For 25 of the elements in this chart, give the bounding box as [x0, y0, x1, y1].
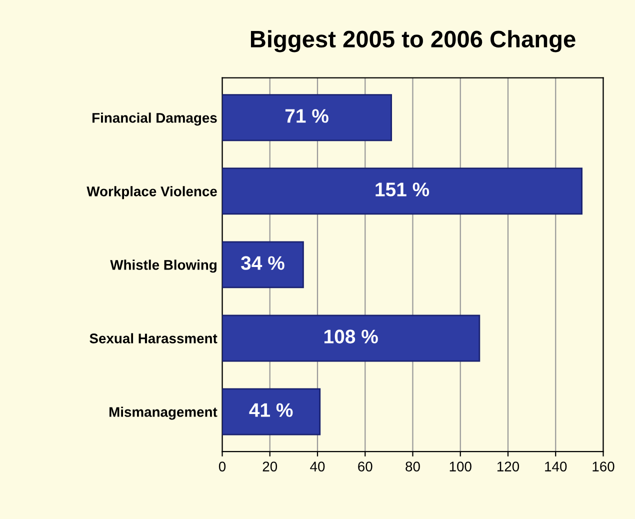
x-tick-label: 120: [497, 462, 520, 472]
x-tick-label: 80: [406, 462, 420, 472]
y-tick-label: Whistle Blowing: [110, 260, 216, 273]
x-tick-label: 20: [262, 462, 278, 472]
y-tick-label: Sexual Harassment: [90, 333, 218, 344]
data-label: 34 %: [241, 256, 284, 270]
y-tick-label: Mismanagement: [110, 406, 218, 420]
bar: [222, 314, 480, 362]
data-label: 41 %: [249, 403, 293, 417]
x-tick-label: 160: [592, 462, 614, 472]
bar: [222, 388, 321, 436]
data-label: 71 %: [285, 109, 328, 123]
x-tick-label: 140: [545, 462, 567, 472]
chart-title: Biggest 2005 to 2006 Change: [250, 30, 576, 52]
x-tick-label: 0: [218, 462, 226, 472]
x-tick-label: 100: [450, 462, 472, 472]
data-label: 108 %: [324, 330, 378, 344]
bar: [222, 241, 304, 288]
bar: [222, 94, 392, 142]
y-tick-label: Workplace Violence: [86, 186, 217, 200]
bar: [222, 168, 583, 215]
x-tick-label: 40: [310, 462, 325, 472]
data-label: 151 %: [376, 182, 430, 196]
y-tick-label: Financial Damages: [92, 112, 217, 126]
x-tick-label: 60: [358, 462, 372, 472]
